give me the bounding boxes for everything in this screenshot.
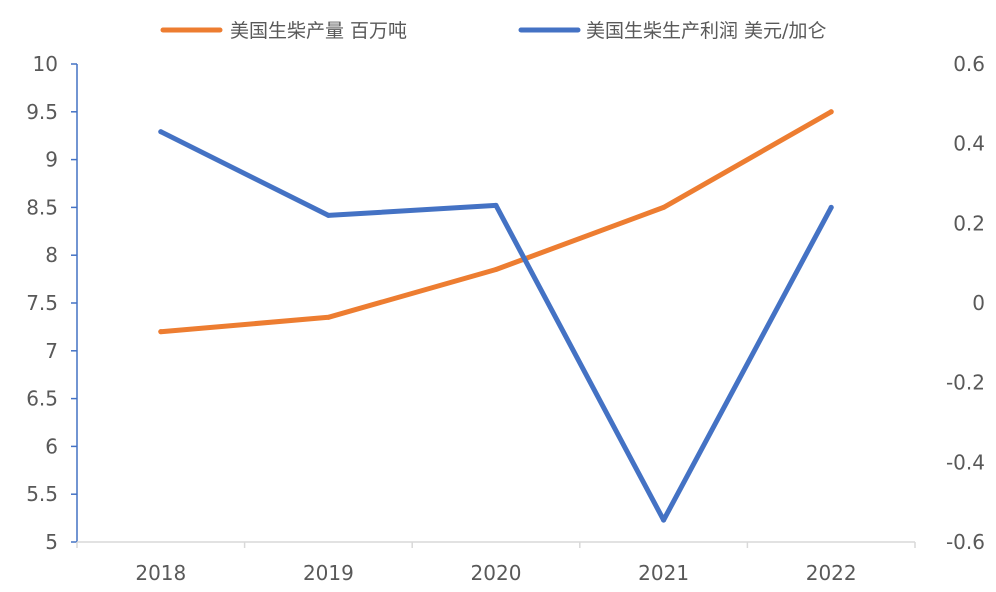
left-tick-label: 9.5 [26, 100, 58, 124]
left-tick-label: 8.5 [26, 195, 58, 219]
data-point-profit [493, 202, 499, 208]
data-point-profit [828, 204, 834, 210]
data-point-production [828, 109, 834, 115]
x-tick-label: 2019 [303, 561, 354, 585]
x-tick-label: 2020 [471, 561, 522, 585]
data-point-production [661, 204, 667, 210]
right-tick-label: -0.6 [946, 530, 985, 554]
right-tick-label: 0.2 [953, 211, 985, 235]
legend: 美国生柴产量 百万吨 美国生柴生产利润 美元/加仑 [160, 20, 826, 42]
data-point-production [325, 314, 331, 320]
x-axis-ticks: 2018 2019 2020 2021 2022 [76, 542, 916, 585]
right-tick-label: 0.4 [953, 132, 985, 156]
x-tick-label: 2018 [135, 561, 186, 585]
data-point-profit [661, 517, 667, 523]
left-tick-label: 10 [33, 52, 58, 76]
right-tick-label: -0.4 [946, 450, 985, 474]
legend-label-production: 美国生柴产量 百万吨 [230, 20, 407, 42]
right-axis-ticks: -0.6 -0.4 -0.2 0 0.2 0.4 0.6 [946, 52, 985, 554]
series-line-profit [158, 129, 834, 523]
data-point-production [493, 267, 499, 273]
data-point-production [158, 329, 164, 335]
data-point-profit [158, 129, 164, 135]
left-tick-label: 7 [45, 339, 58, 363]
left-tick-label: 9 [45, 148, 58, 172]
left-tick-label: 6.5 [26, 387, 58, 411]
data-point-profit [325, 212, 331, 218]
left-tick-label: 8 [45, 243, 58, 267]
right-tick-label: 0 [972, 291, 985, 315]
left-tick-label: 5 [45, 530, 58, 554]
left-tick-label: 7.5 [26, 291, 58, 315]
left-tick-label: 5.5 [26, 482, 58, 506]
left-tick-label: 6 [45, 434, 58, 458]
left-axis-ticks: 5 5.5 6 6.5 7 7.5 8 8.5 9 9.5 10 [26, 52, 77, 554]
legend-label-profit: 美国生柴生产利润 美元/加仑 [586, 20, 826, 42]
series-lines [158, 109, 834, 523]
right-tick-label: 0.6 [953, 52, 985, 76]
series-line-production [158, 109, 834, 335]
x-tick-label: 2022 [806, 561, 857, 585]
x-tick-label: 2021 [638, 561, 689, 585]
right-tick-label: -0.2 [946, 371, 985, 395]
